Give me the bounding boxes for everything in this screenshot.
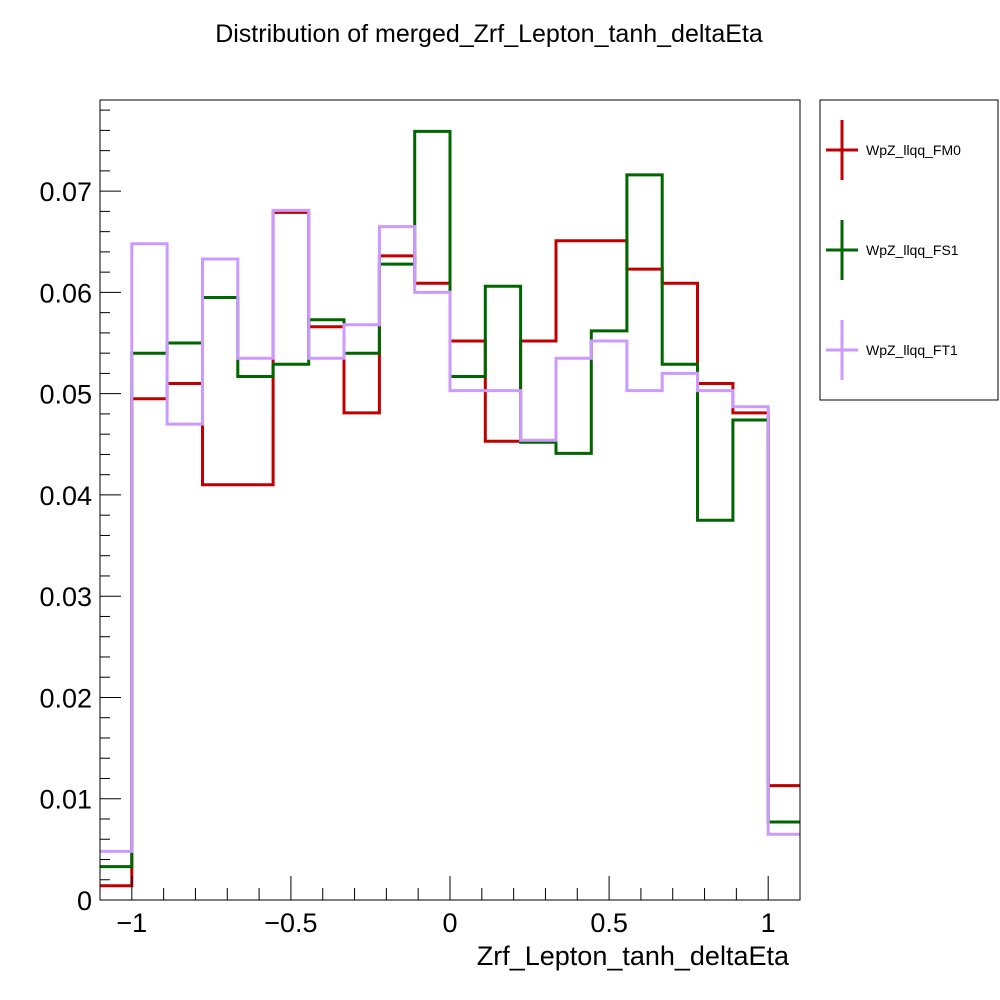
series-line-WpZ_llqq_FT1 (100, 208, 800, 853)
y-tick-label: 0.07 (39, 177, 92, 207)
legend: WpZ_llqq_FM0 WpZ_llqq_FS1 WpZ_llqq_FT1 (819, 99, 999, 401)
y-tick-label: 0 (77, 886, 92, 916)
legend-label: WpZ_llqq_FM0 (866, 142, 961, 158)
x-tick-label: 0 (442, 908, 457, 938)
x-tick-label: 1 (761, 908, 776, 938)
series-line-WpZ_llqq_FS1 (100, 129, 800, 869)
y-tick-label: 0.01 (39, 785, 92, 815)
series-layer (100, 129, 800, 888)
x-axis-title: Zrf_Lepton_tanh_deltaEta (477, 941, 790, 971)
legend-label: WpZ_llqq_FT1 (866, 342, 958, 358)
chart-title: Distribution of merged_Zrf_Lepton_tanh_d… (215, 20, 763, 48)
legend-entry: WpZ_llqq_FT1 (826, 320, 958, 380)
x-tick-label: −0.5 (264, 908, 317, 938)
legend-entry: WpZ_llqq_FS1 (826, 220, 959, 280)
y-tick-label: 0.04 (39, 481, 92, 511)
y-tick-label: 0.03 (39, 582, 92, 612)
y-tick-label: 0.06 (39, 278, 92, 308)
legend-label: WpZ_llqq_FS1 (866, 242, 959, 258)
tick-labels-layer: −1 −0.5 0 0.5 1 0 0.01 0.02 0.03 0.04 0.05 0.06 0.07 (39, 177, 775, 938)
y-tick-label: 0.02 (39, 683, 92, 713)
x-tick-label: 0.5 (590, 908, 628, 938)
y-tick-label: 0.05 (39, 380, 92, 410)
x-tick-label: −1 (116, 908, 147, 938)
legend-items: WpZ_llqq_FM0 WpZ_llqq_FS1 WpZ_llqq_FT1 (826, 120, 961, 380)
ticks-layer (99, 109, 801, 901)
legend-entry: WpZ_llqq_FM0 (826, 120, 961, 180)
